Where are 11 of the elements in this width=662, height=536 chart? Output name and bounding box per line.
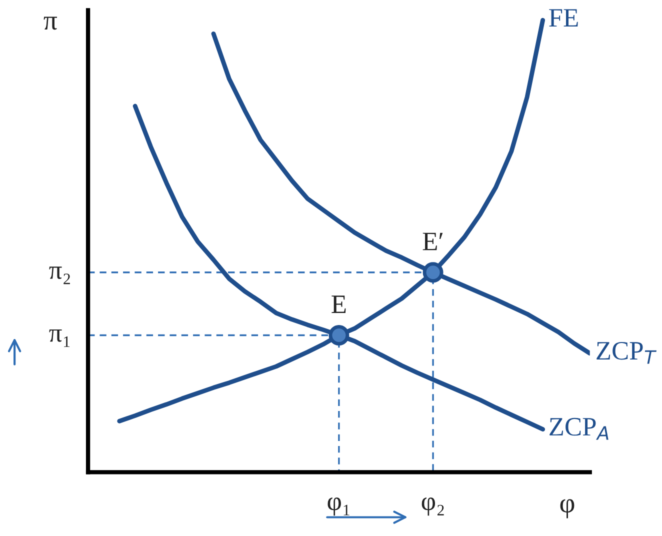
x-axis-title: φ — [560, 499, 574, 518]
annotation: E — [332, 296, 346, 313]
annotation: E′ — [422, 232, 443, 250]
text: π₁ — [49, 329, 70, 347]
x-tick-label: φ₂ — [422, 498, 444, 516]
series-label: ZCP$_{T}$ — [596, 342, 657, 364]
text: π₂ — [49, 266, 70, 284]
x-tick-label: φ₁ — [328, 498, 350, 516]
series-label: ZCP$_{A}$ — [550, 418, 608, 440]
y-axis-title: π — [44, 16, 57, 30]
series-label: FE — [549, 9, 578, 26]
